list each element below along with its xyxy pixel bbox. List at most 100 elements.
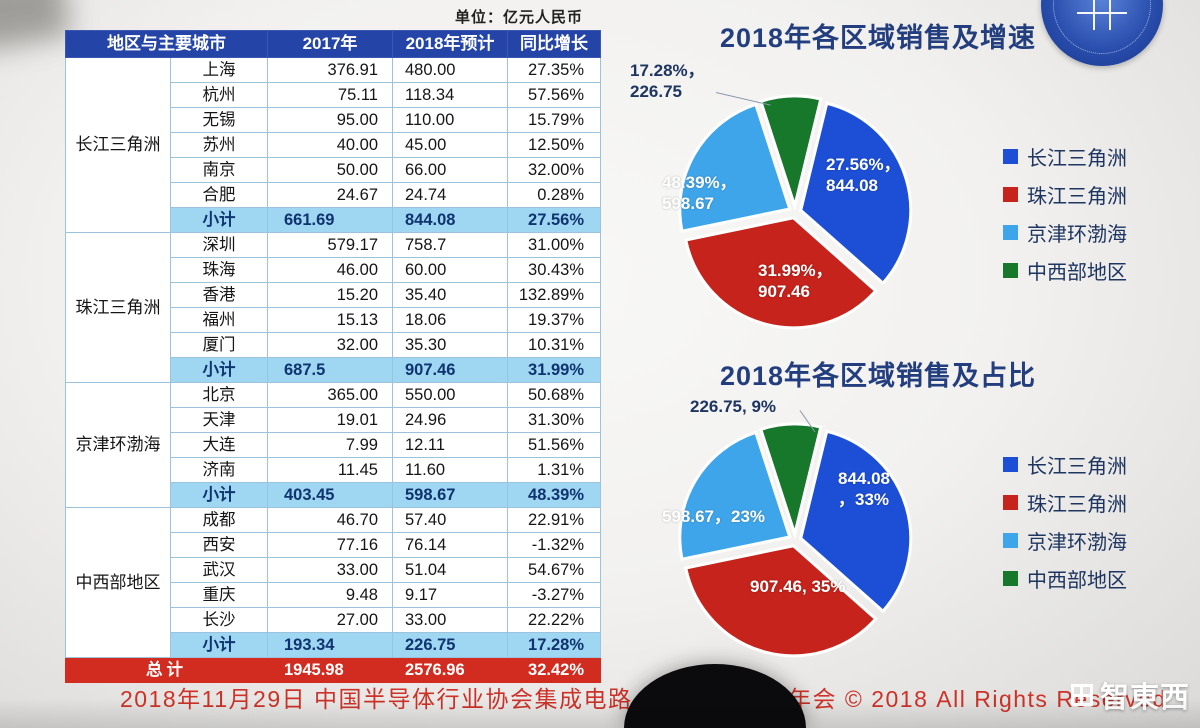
pie-slice [683, 544, 878, 658]
legend-item: 中西部地区 [1003, 258, 1127, 284]
table-row: 苏州 40.00 45.00 12.50% [66, 132, 601, 158]
legend-label: 京津环渤海 [1027, 223, 1127, 246]
region-cell: 京津环渤海 [65, 382, 171, 508]
legend-swatch [1003, 456, 1018, 472]
city-cell: 济南 [170, 457, 268, 483]
legend-label: 长江三角洲 [1027, 147, 1127, 170]
legend-swatch [1003, 224, 1018, 240]
value-2017-cell: 75.11 [267, 82, 393, 108]
pie-slice [758, 422, 823, 540]
city-cell: 长沙 [170, 607, 268, 633]
column-header: 同比增长 [507, 30, 601, 58]
region-cell: 长江三角洲 [65, 57, 171, 233]
legend-item: 京津环渤海 [1003, 528, 1127, 554]
value-2018-cell: 24.74 [392, 182, 508, 208]
city-cell: 南京 [170, 157, 268, 183]
value-2017-cell: 27.00 [267, 607, 393, 633]
value-2017-cell: 15.20 [267, 282, 393, 308]
city-cell: 重庆 [170, 582, 268, 608]
city-cell: 福州 [170, 307, 268, 333]
value-2018-cell: 758.7 [392, 232, 508, 258]
value-2017-cell: 40.00 [267, 132, 393, 158]
footer-text-right: 年会 © 2018 All Rights Reserved [788, 680, 1167, 714]
value-2018-cell: 110.00 [392, 107, 508, 133]
growth-cell: 132.89% [507, 282, 601, 308]
subtotal-row: 小计 661.69 844.08 27.56% [66, 207, 601, 233]
growth-cell: 27.56% [507, 207, 601, 233]
value-2017-cell: 661.69 [267, 207, 393, 233]
regional-sales-table: 地区与主要城市 2017年 2018年预计 同比增长 长江三角洲 上海 376.91 480… [65, 30, 601, 683]
slice-label: 844.08 ，33% [838, 469, 890, 509]
subtotal-label: 小计 [170, 357, 268, 383]
value-2018-cell: 76.14 [392, 532, 508, 558]
subtotal-label: 小计 [170, 482, 268, 508]
slice-label: 17.28%， 226.75 [630, 61, 705, 101]
value-2017-cell: 7.99 [267, 432, 393, 458]
pie-slice [799, 429, 913, 614]
legend-item: 珠江三角洲 [1003, 490, 1127, 516]
column-header: 2018年预计 [392, 30, 508, 58]
subtotal-row: 小计 687.5 907.46 31.99% [66, 357, 601, 383]
legend-label: 京津环渤海 [1027, 531, 1127, 554]
unit-label: 单位：亿元人民币 [455, 9, 584, 26]
city-cell: 大连 [170, 432, 268, 458]
legend-label: 珠江三角洲 [1027, 185, 1127, 208]
legend-swatch [1003, 494, 1018, 510]
pie-chart-growth [678, 94, 913, 330]
growth-cell: 50.68% [507, 382, 601, 408]
legend-label: 中西部地区 [1027, 569, 1127, 592]
value-2017-cell: 1945.98 [267, 657, 393, 683]
photo-corner-shadow [0, 0, 72, 53]
growth-cell: -3.27% [507, 582, 601, 608]
growth-cell: 22.22% [507, 607, 601, 633]
slice-label: 31.99%， 907.46 [758, 261, 833, 301]
value-2017-cell: 579.17 [267, 232, 393, 258]
value-2017-cell: 193.34 [267, 632, 393, 658]
value-2018-cell: 844.08 [392, 207, 508, 233]
slice-label: 48.39%， 598.67 [662, 173, 737, 213]
total-label: 总计 [65, 657, 268, 683]
value-2018-cell: 598.67 [392, 482, 508, 508]
legend-label: 珠江三角洲 [1027, 493, 1127, 516]
table-row: 南京 50.00 66.00 32.00% [66, 157, 601, 183]
growth-cell: 32.00% [507, 157, 601, 183]
value-2018-cell: 45.00 [392, 132, 508, 158]
sales-table: 地区与主要城市 2017年 2018年预计 同比增长 长江三角洲 上海 376.91 480… [65, 30, 601, 683]
chart-sales-growth: 2018年各区域销售及增速 17.28%， 226.75 27.56%， 844… [618, 8, 1178, 340]
city-cell: 深圳 [170, 232, 268, 258]
value-2017-cell: 77.16 [267, 532, 393, 558]
city-cell: 上海 [170, 57, 268, 83]
footer-text-left: 2018年11月29日 中国半导体行业协会集成电路 [120, 680, 633, 714]
legend-swatch [1003, 262, 1018, 278]
city-cell: 成都 [170, 507, 268, 533]
value-2018-cell: 66.00 [392, 157, 508, 183]
zhidongxi-logo-icon [1070, 684, 1093, 706]
value-2017-cell: 11.45 [267, 457, 393, 483]
growth-cell: 10.31% [507, 332, 601, 358]
growth-cell: 19.37% [507, 307, 601, 333]
growth-cell: 0.28% [507, 182, 601, 208]
slice-label: 27.56%， 844.08 [826, 155, 901, 195]
growth-cell: 51.56% [507, 432, 601, 458]
legend: 长江三角洲 珠江三角洲 京津环渤海 中西部地区 [1003, 452, 1127, 592]
value-2017-cell: 33.00 [267, 557, 393, 583]
table-row: 杭州 75.11 118.34 57.56% [66, 82, 601, 108]
table-row: 珠海 46.00 60.00 30.43% [66, 257, 601, 283]
value-2018-cell: 11.60 [392, 457, 508, 483]
value-2017-cell: 15.13 [267, 307, 393, 333]
legend: 长江三角洲珠江三角洲京津环渤海中西部地区 [1003, 144, 1127, 284]
value-2018-cell: 60.00 [392, 257, 508, 283]
table-row: 长沙 27.00 33.00 22.22% [66, 607, 601, 633]
table-row: 无锡 95.00 110.00 15.79% [66, 107, 601, 133]
value-2017-cell: 46.70 [267, 507, 393, 533]
value-2018-cell: 24.96 [392, 407, 508, 433]
value-2018-cell: 9.17 [392, 582, 508, 608]
region-cell: 中西部地区 [65, 507, 171, 658]
watermark-text: 智東西 [1100, 674, 1190, 716]
growth-cell: 22.91% [507, 507, 601, 533]
growth-cell: 15.79% [507, 107, 601, 133]
growth-cell: 31.30% [507, 407, 601, 433]
value-2017-cell: 687.5 [267, 357, 393, 383]
growth-cell: 31.99% [507, 357, 601, 383]
table-header-row: 地区与主要城市 2017年 2018年预计 同比增长 [65, 30, 601, 58]
